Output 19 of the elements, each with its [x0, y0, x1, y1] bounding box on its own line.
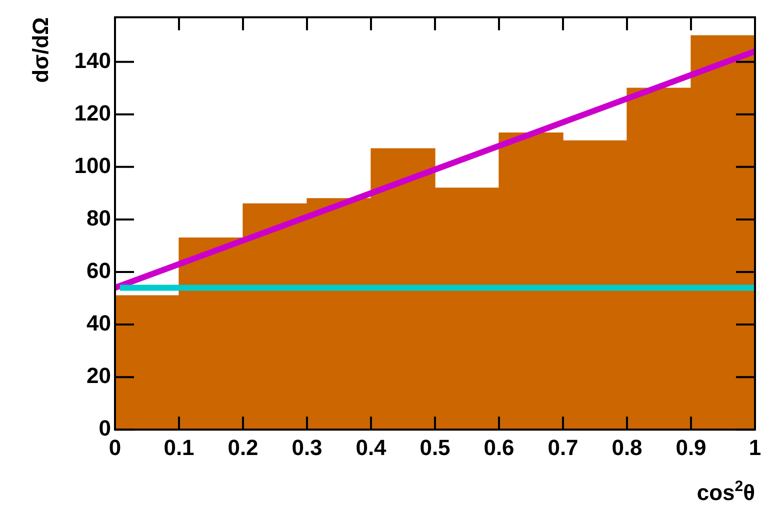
x-tick-label: 1: [748, 434, 762, 460]
y-tick-label: 140: [74, 48, 111, 73]
x-tick-label: 0.5: [420, 434, 450, 460]
y-tick-label: 120: [74, 100, 111, 126]
y-tick-label: 80: [86, 206, 111, 231]
y-tick-label: 0: [98, 416, 111, 441]
x-tick-label: 0.9: [676, 434, 706, 460]
x-tick-label: 0.2: [228, 434, 258, 460]
x-tick-label: 0.1: [164, 434, 194, 460]
x-tick-label: 0.3: [292, 434, 322, 460]
y-tick-label: 100: [74, 152, 111, 178]
y-tick-label: 20: [86, 363, 111, 388]
y-axis-title: dσ/dΩ: [28, 17, 53, 83]
x-tick-label: 0.7: [548, 434, 578, 460]
x-tick-label: 0.4: [356, 434, 388, 460]
x-tick-label: 0.6: [484, 434, 514, 460]
x-tick-label: 0.8: [612, 434, 642, 460]
y-tick-label: 40: [86, 310, 111, 336]
y-tick-label: 60: [86, 258, 111, 284]
